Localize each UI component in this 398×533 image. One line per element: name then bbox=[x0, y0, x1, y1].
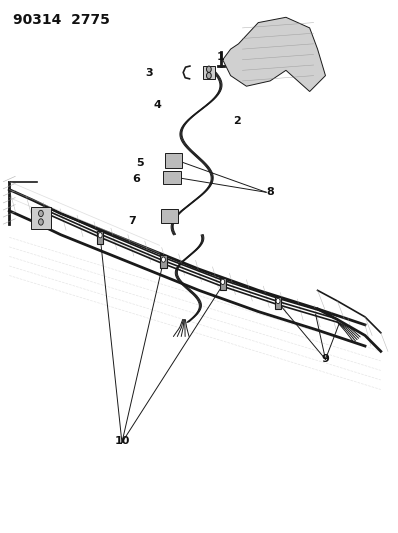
Circle shape bbox=[207, 72, 211, 79]
Text: 9: 9 bbox=[322, 354, 330, 364]
Text: 3: 3 bbox=[146, 68, 153, 78]
Text: 8: 8 bbox=[266, 187, 274, 197]
Bar bbox=[160, 255, 167, 268]
Text: 90314  2775: 90314 2775 bbox=[13, 13, 110, 27]
Bar bbox=[97, 231, 103, 244]
Text: 7: 7 bbox=[128, 216, 136, 227]
Circle shape bbox=[39, 211, 43, 216]
Polygon shape bbox=[223, 17, 326, 92]
Circle shape bbox=[207, 66, 211, 72]
Text: 4: 4 bbox=[154, 100, 162, 110]
Text: 5: 5 bbox=[136, 158, 144, 168]
Bar bbox=[164, 171, 181, 184]
Circle shape bbox=[276, 298, 280, 304]
Circle shape bbox=[221, 279, 225, 285]
Circle shape bbox=[98, 232, 102, 238]
Text: 1: 1 bbox=[217, 52, 224, 62]
Bar bbox=[161, 209, 178, 223]
Text: 6: 6 bbox=[132, 174, 140, 184]
Text: 2: 2 bbox=[233, 116, 240, 126]
Circle shape bbox=[39, 219, 43, 225]
Bar bbox=[220, 278, 226, 290]
Circle shape bbox=[162, 257, 166, 262]
Bar bbox=[203, 66, 215, 79]
Bar bbox=[275, 297, 281, 310]
Bar bbox=[31, 207, 51, 229]
Text: 10: 10 bbox=[114, 437, 130, 447]
Bar bbox=[165, 153, 181, 168]
